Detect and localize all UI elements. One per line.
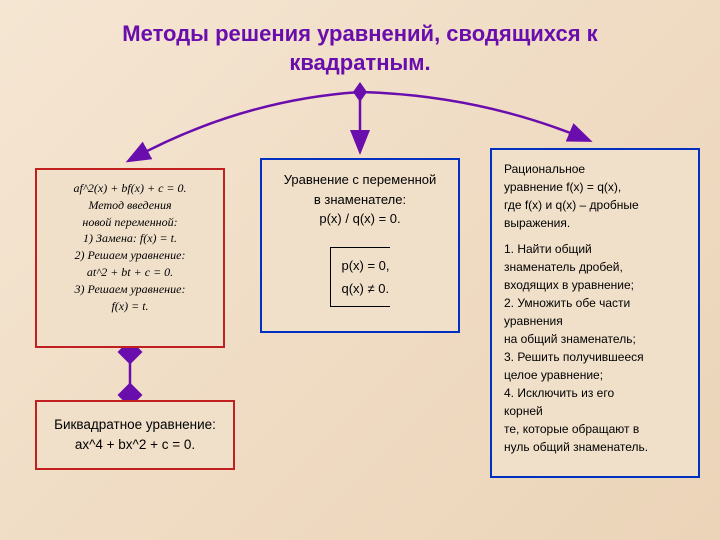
m3-step3b: целое уравнение; [504, 366, 686, 384]
m3-step4d: нуль общий знаменатель. [504, 438, 686, 456]
box-method-denominator: Уравнение с переменной в знаменателе: p(… [260, 158, 460, 333]
m1-line8: f(x) = t. [49, 298, 211, 315]
bq-line2: ax^4 + bx^2 + c = 0. [49, 435, 221, 455]
m3-step4a: 4. Исключить из его [504, 384, 686, 402]
root-diamond [353, 82, 367, 102]
box-biquadratic: Биквадратное уравнение: ax^4 + bx^2 + c … [35, 400, 235, 470]
m1-line4: 1) Замена: f(x) = t. [49, 230, 211, 247]
m3-step2b: уравнения [504, 312, 686, 330]
m3-step1b: знаменатель дробей, [504, 258, 686, 276]
m2-cond1: p(x) = 0, [341, 254, 389, 277]
m3-step2a: 2. Умножить обе части [504, 294, 686, 312]
arrow-right [360, 92, 588, 140]
m3-line2: уравнение f(x) = q(x), [504, 178, 686, 196]
m2-line2: в знаменателе: [274, 190, 446, 210]
m3-step1a: 1. Найти общий [504, 240, 686, 258]
m3-step1c: входящих в уравнение; [504, 276, 686, 294]
m3-line3: где f(x) и q(x) – дробные [504, 196, 686, 214]
m1-line5: 2) Решаем уравнение: [49, 247, 211, 264]
m3-line1: Рациональное [504, 160, 686, 178]
m2-cond2: q(x) ≠ 0. [341, 277, 389, 300]
box-method-rational: Рациональное уравнение f(x) = q(x), где … [490, 148, 700, 478]
m2-line3: p(x) / q(x) = 0. [274, 209, 446, 229]
m1-line6: at^2 + bt + c = 0. [49, 264, 211, 281]
m3-step4c: те, которые обращают в [504, 420, 686, 438]
m3-step2c: на общий знаменатель; [504, 330, 686, 348]
box-method-substitution: af^2(x) + bf(x) + c = 0. Метод введения … [35, 168, 225, 348]
m1-line7: 3) Решаем уравнение: [49, 281, 211, 298]
system-bracket: p(x) = 0, q(x) ≠ 0. [330, 247, 389, 308]
bq-line1: Биквадратное уравнение: [49, 415, 221, 435]
m3-step3a: 3. Решить получившееся [504, 348, 686, 366]
page-title: Методы решения уравнений, сводящихся к к… [0, 20, 720, 77]
m1-line2: Метод введения [49, 197, 211, 214]
m3-line4: выражения. [504, 214, 686, 232]
m1-line3: новой переменной: [49, 214, 211, 231]
arrow-left [130, 92, 360, 160]
m1-line1: af^2(x) + bf(x) + c = 0. [49, 180, 211, 197]
m2-line1: Уравнение с переменной [274, 170, 446, 190]
m3-step4b: корней [504, 402, 686, 420]
